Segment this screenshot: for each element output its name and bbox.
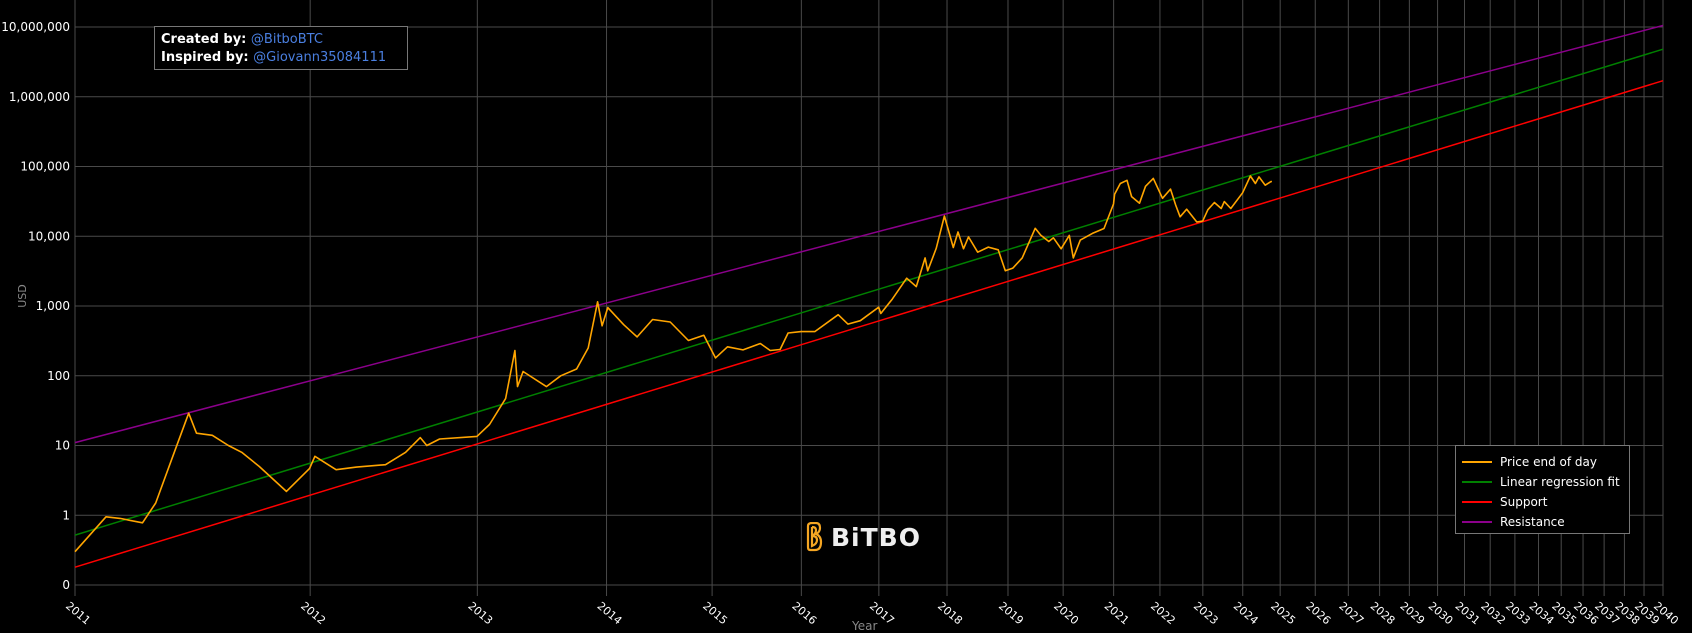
legend-swatch — [1462, 481, 1492, 483]
y-tick-label: 100,000 — [20, 160, 70, 174]
y-tick-label: 10,000 — [28, 229, 70, 243]
y-tick-label: 10 — [55, 439, 70, 453]
legend-label: Price end of day — [1500, 455, 1597, 469]
legend-swatch — [1462, 521, 1492, 523]
x-tick-label: 2011 — [63, 599, 93, 627]
bitbo-logo: BiTBO — [805, 522, 921, 552]
series-line-price-end-of-day — [74, 175, 1273, 553]
x-tick-label: 2029 — [1397, 599, 1427, 627]
x-tick-label: 2031 — [1453, 599, 1483, 627]
x-tick-label: 2023 — [1191, 599, 1221, 627]
x-tick-label: 2022 — [1148, 599, 1178, 627]
y-axis: 0 1 10 100 1,000 10,000 100,000 1,000,000 10,000… — [1, 20, 70, 592]
y-tick-label: 1,000 — [36, 299, 70, 313]
bitbo-logo-text: BiTBO — [831, 522, 921, 552]
y-tick-label: 100 — [47, 369, 70, 383]
y-tick-label: 10,000,000 — [1, 20, 70, 34]
x-tick-label: 2018 — [935, 599, 965, 627]
series-line-support — [74, 79, 1664, 568]
x-tick-label: 2016 — [789, 599, 819, 627]
legend-item-regression[interactable]: Linear regression fit — [1462, 472, 1629, 492]
bitbo-logo-icon — [806, 522, 823, 552]
series-lines — [74, 24, 1664, 568]
inspired-by-label: Inspired by: — [161, 50, 249, 65]
credits-box: Created by: @BitboBTC Inspired by: @Giov… — [154, 26, 408, 70]
x-axis-label: Year — [851, 619, 877, 633]
inspired-by-link[interactable]: @Giovann35084111 — [253, 50, 387, 65]
legend-label: Support — [1500, 495, 1548, 509]
legend: Price end of day Linear regression fit S… — [1455, 445, 1630, 534]
legend-swatch — [1462, 501, 1492, 503]
y-tick-label: 0 — [62, 578, 70, 592]
x-tick-label: 2032 — [1478, 599, 1508, 627]
legend-item-support[interactable]: Support — [1462, 492, 1629, 512]
x-tick-label: 2034 — [1527, 599, 1557, 627]
series-line-resistance — [74, 24, 1664, 444]
x-tick-label: 2027 — [1336, 599, 1366, 627]
created-by-link[interactable]: @BitboBTC — [250, 32, 323, 47]
legend-item-price[interactable]: Price end of day — [1462, 452, 1629, 472]
created-by-label: Created by: — [161, 32, 247, 47]
x-tick-label: 2012 — [298, 599, 328, 627]
x-tick-label: 2014 — [595, 599, 625, 627]
x-tick-label: 2021 — [1102, 599, 1132, 627]
legend-item-resistance[interactable]: Resistance — [1462, 512, 1629, 532]
x-tick-label: 2035 — [1549, 599, 1579, 627]
x-tick-label: 2015 — [700, 599, 730, 627]
y-tick-label: 1 — [62, 508, 70, 522]
x-tick-label: 2028 — [1368, 599, 1398, 627]
grid — [74, 0, 1664, 596]
x-tick-label: 2013 — [465, 599, 495, 627]
y-axis-label: USD — [16, 284, 29, 308]
x-tick-label: 2033 — [1503, 599, 1533, 627]
x-tick-label: 2019 — [996, 599, 1026, 627]
x-tick-label: 2026 — [1303, 599, 1333, 627]
x-tick-label: 2020 — [1051, 599, 1081, 627]
legend-label: Resistance — [1500, 515, 1565, 529]
legend-label: Linear regression fit — [1500, 475, 1620, 489]
x-tick-label: 2030 — [1426, 599, 1456, 627]
series-line-linear-regression-fit — [74, 48, 1664, 536]
y-tick-label: 1,000,000 — [9, 90, 70, 104]
legend-swatch — [1462, 461, 1492, 463]
x-tick-label: 2025 — [1268, 599, 1298, 627]
x-tick-label: 2024 — [1231, 599, 1261, 627]
